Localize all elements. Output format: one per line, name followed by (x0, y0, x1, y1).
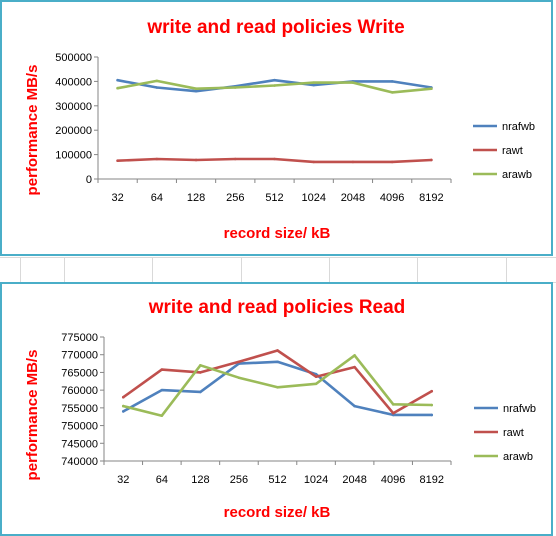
data-point-rawt (276, 349, 279, 352)
data-point-arawb (353, 354, 356, 357)
data-point-rawt (160, 368, 164, 371)
data-point-arawb (199, 364, 202, 367)
spreadsheet-gridlines (0, 257, 556, 283)
data-point-nrafwb (160, 388, 164, 392)
y-axis-label: performance MB/s (24, 65, 41, 196)
data-point-nrafwb (276, 360, 279, 364)
x-tick-label: 4096 (380, 192, 404, 204)
data-point-rawt (351, 160, 355, 164)
data-point-rawt (155, 157, 159, 161)
data-point-rawt (430, 389, 434, 393)
y-tick-label: 750000 (61, 421, 98, 433)
y-tick-label: 500000 (55, 52, 92, 64)
data-point-arawb (430, 403, 434, 407)
data-point-nrafwb (430, 413, 434, 417)
data-point-rawt (237, 360, 241, 364)
x-tick-label: 1024 (301, 192, 325, 204)
data-point-nrafwb (121, 410, 125, 413)
x-tick-label: 512 (265, 192, 283, 204)
y-tick-label: 760000 (61, 385, 98, 397)
y-tick-label: 0 (86, 174, 92, 186)
data-point-arawb (276, 386, 279, 389)
x-tick-label: 256 (226, 192, 244, 204)
y-tick-label: 300000 (55, 101, 92, 113)
data-point-nrafwb (273, 78, 276, 82)
data-point-arawb (312, 81, 316, 84)
y-tick-label: 100000 (55, 150, 92, 162)
data-point-arawb (237, 376, 241, 380)
legend-label-arawb: arawb (502, 169, 532, 181)
x-tick-label: 4096 (381, 474, 405, 486)
x-tick-label: 32 (117, 474, 129, 486)
legend-label-rawt: rawt (503, 427, 524, 439)
x-tick-label: 256 (230, 474, 248, 486)
legend-label-rawt: rawt (502, 145, 523, 157)
data-point-nrafwb (353, 404, 356, 408)
legend-label-nrafwb: nrafwb (503, 403, 536, 415)
data-point-nrafwb (116, 78, 119, 82)
y-tick-label: 400000 (55, 76, 92, 88)
x-tick-label: 1024 (304, 474, 328, 486)
data-point-rawt (199, 371, 202, 374)
data-point-nrafwb (155, 86, 159, 89)
data-point-rawt (312, 160, 316, 164)
data-point-rawt (353, 365, 356, 369)
x-tick-label: 8192 (419, 192, 443, 204)
data-point-arawb (116, 86, 119, 90)
data-point-rawt (121, 395, 125, 399)
data-point-arawb (391, 403, 395, 406)
chart-title: write and read policies Write (146, 17, 404, 38)
data-point-rawt (233, 157, 237, 161)
data-point-nrafwb (390, 80, 394, 83)
data-point-arawb (314, 382, 318, 386)
y-tick-label: 755000 (61, 403, 98, 415)
data-point-arawb (160, 414, 164, 417)
data-point-arawb (233, 86, 237, 89)
x-tick-label: 8192 (419, 474, 443, 486)
data-point-nrafwb (312, 83, 316, 87)
series-line-arawb (122, 354, 434, 417)
data-point-nrafwb (194, 89, 198, 93)
chart-title: write and read policies Read (148, 297, 406, 318)
y-tick-label: 765000 (61, 367, 98, 379)
legend-label-arawb: arawb (503, 451, 533, 463)
y-axis-label: performance MB/s (24, 350, 41, 481)
data-point-arawb (351, 81, 355, 84)
x-tick-label: 128 (191, 474, 209, 486)
x-axis-label: record size/ kB (224, 504, 331, 521)
data-point-arawb (273, 84, 276, 87)
y-tick-label: 200000 (55, 125, 92, 137)
legend-label-nrafwb: nrafwb (502, 121, 535, 133)
read-chart: write and read policies Read 740000 745000… (24, 297, 536, 521)
x-tick-label: 2048 (342, 474, 366, 486)
x-axis-label: record size/ kB (224, 225, 331, 242)
x-tick-label: 64 (151, 192, 163, 204)
x-tick-label: 32 (111, 192, 123, 204)
data-point-rawt (391, 411, 395, 415)
read-chart-panel: write and read policies Read 740000 745000… (0, 282, 553, 536)
data-point-nrafwb (199, 390, 202, 394)
write-chart: write and read policies Write 0 100000 2000… (24, 17, 535, 242)
x-tick-label: 512 (268, 474, 286, 486)
data-point-arawb (430, 87, 433, 91)
y-tick-label: 775000 (61, 332, 98, 344)
data-point-rawt (116, 159, 119, 162)
y-tick-label: 770000 (61, 350, 98, 362)
x-tick-label: 128 (187, 192, 205, 204)
data-point-rawt (314, 375, 318, 378)
y-tick-label: 740000 (61, 456, 98, 468)
data-point-rawt (390, 160, 394, 164)
x-tick-label: 2048 (341, 192, 365, 204)
data-point-rawt (430, 158, 433, 162)
data-point-arawb (121, 404, 125, 408)
data-point-arawb (194, 87, 198, 91)
data-point-rawt (194, 158, 198, 162)
data-point-arawb (390, 91, 394, 94)
y-tick-label: 745000 (61, 438, 98, 450)
write-chart-panel: write and read policies Write 0 100000 2000… (0, 0, 553, 256)
data-point-rawt (273, 157, 276, 161)
x-tick-label: 64 (156, 474, 168, 486)
data-point-arawb (155, 79, 159, 83)
